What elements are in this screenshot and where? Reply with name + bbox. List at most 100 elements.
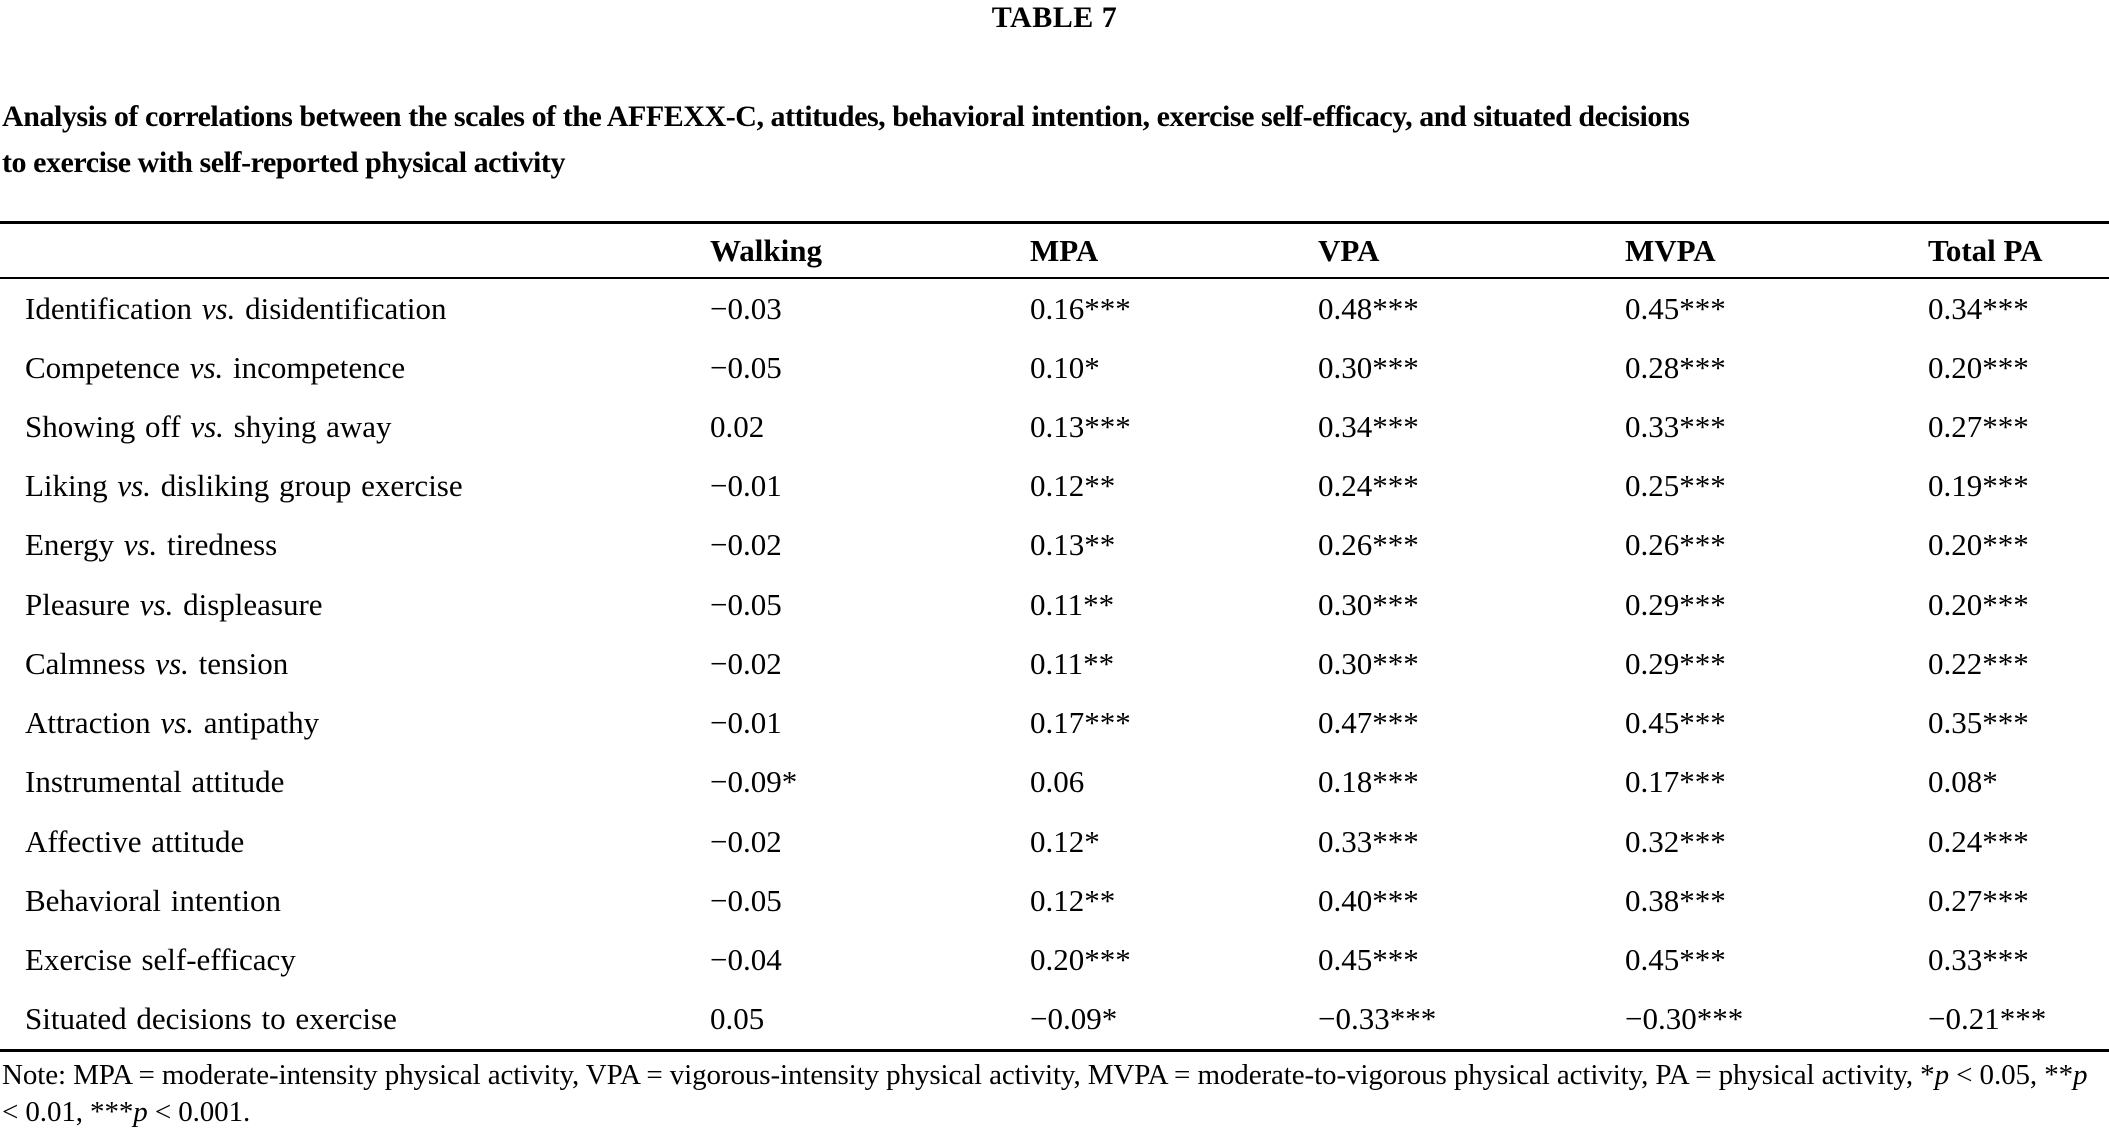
value-cell: 0.10* bbox=[1030, 349, 1100, 385]
row-label: Instrumental attitude bbox=[0, 764, 710, 800]
row-label: Pleasure vs. displeasure bbox=[0, 587, 710, 623]
caption-line: to exercise with self-reported physical … bbox=[2, 146, 565, 179]
value-cell: 0.30*** bbox=[1318, 645, 1419, 681]
row-label-text: Affective attitude bbox=[25, 823, 245, 859]
value-cell: 0.02 bbox=[710, 409, 765, 445]
value-cell: −0.09* bbox=[1030, 1001, 1118, 1037]
value-cell: 0.28*** bbox=[1625, 349, 1726, 385]
value-cell: −0.01 bbox=[710, 705, 782, 741]
row-label: Calmness vs. tension bbox=[0, 646, 710, 682]
value-cell: 0.30*** bbox=[1318, 349, 1419, 385]
row-label-text: incompetence bbox=[223, 349, 406, 385]
row-label-text: disidentification bbox=[235, 290, 447, 326]
table-row: Affective attitude −0.02 0.12* 0.33*** 0.32*… bbox=[0, 812, 2109, 871]
row-label-text: displeasure bbox=[173, 586, 323, 622]
value-cell: 0.40*** bbox=[1318, 882, 1419, 918]
row-label-text: antipathy bbox=[194, 705, 320, 741]
table-note: Note: MPA = moderate-intensity physical … bbox=[2, 1057, 2108, 1131]
column-header: MVPA bbox=[1625, 232, 1716, 268]
column-header: VPA bbox=[1318, 232, 1380, 268]
value-cell: 0.32*** bbox=[1625, 823, 1726, 859]
table-row: Identification vs. disidentification −0.0… bbox=[0, 279, 2109, 338]
value-cell: 0.20*** bbox=[1928, 527, 2029, 563]
row-label-italic: vs. bbox=[190, 409, 224, 445]
caption-line: Analysis of correlations between the sca… bbox=[2, 100, 1690, 133]
table-row: Situated decisions to exercise 0.05 −0.09*… bbox=[0, 990, 2109, 1049]
row-label-text: Pleasure bbox=[25, 586, 140, 622]
row-label-italic: vs. bbox=[201, 290, 236, 326]
value-cell: 0.35*** bbox=[1928, 705, 2029, 741]
table-row: Attraction vs. antipathy −0.01 0.17*** 0.47… bbox=[0, 694, 2109, 753]
value-cell: −0.03 bbox=[710, 290, 782, 326]
value-cell: 0.12** bbox=[1030, 468, 1116, 504]
row-label-text: disliking group exercise bbox=[151, 468, 463, 504]
row-label-text: Exercise self-efficacy bbox=[25, 942, 296, 978]
value-cell: 0.17*** bbox=[1030, 705, 1131, 741]
row-label-italic: vs. bbox=[123, 527, 158, 563]
value-cell: 0.13*** bbox=[1030, 409, 1131, 445]
row-label: Behavioral intention bbox=[0, 883, 710, 919]
value-cell: 0.20*** bbox=[1928, 349, 2029, 385]
row-label: Exercise self-efficacy bbox=[0, 942, 710, 978]
table-row: Competence vs. incompetence −0.05 0.10* 0.3… bbox=[0, 338, 2109, 397]
value-cell: −0.02 bbox=[710, 645, 782, 681]
table-caption: Analysis of correlations between the sca… bbox=[2, 94, 2108, 186]
row-label-text: Showing off bbox=[25, 409, 191, 445]
row-label-text: Competence bbox=[25, 349, 190, 385]
value-cell: 0.11** bbox=[1030, 645, 1115, 681]
value-cell: 0.18*** bbox=[1318, 764, 1419, 800]
value-cell: −0.33*** bbox=[1318, 1001, 1437, 1037]
value-cell: −0.01 bbox=[710, 468, 782, 504]
row-label: Competence vs. incompetence bbox=[0, 350, 710, 386]
row-label-italic: vs. bbox=[117, 468, 151, 504]
value-cell: 0.12** bbox=[1030, 882, 1116, 918]
row-label-text: Situated decisions to exercise bbox=[25, 1001, 397, 1037]
value-cell: 0.27*** bbox=[1928, 409, 2029, 445]
value-cell: 0.48*** bbox=[1318, 290, 1419, 326]
value-cell: −0.02 bbox=[710, 823, 782, 859]
value-cell: 0.27*** bbox=[1928, 882, 2029, 918]
value-cell: 0.24*** bbox=[1928, 823, 2029, 859]
value-cell: −0.30*** bbox=[1625, 1001, 1744, 1037]
value-cell: 0.47*** bbox=[1318, 705, 1419, 741]
value-cell: −0.05 bbox=[710, 349, 782, 385]
note-italic: p bbox=[133, 1096, 148, 1128]
column-header: MPA bbox=[1030, 232, 1099, 268]
value-cell: 0.11** bbox=[1030, 586, 1115, 622]
row-label-text: Identification bbox=[25, 290, 202, 326]
value-cell: 0.30*** bbox=[1318, 586, 1419, 622]
table-row: Instrumental attitude −0.09* 0.06 0.18*** 0.… bbox=[0, 753, 2109, 812]
row-label: Showing off vs. shying away bbox=[0, 409, 710, 445]
note-text: < 0.05, ** bbox=[1948, 1059, 2073, 1091]
value-cell: 0.26*** bbox=[1625, 527, 1726, 563]
value-cell: 0.20*** bbox=[1928, 586, 2029, 622]
value-cell: −0.21*** bbox=[1928, 1001, 2047, 1037]
value-cell: 0.12* bbox=[1030, 823, 1100, 859]
table-row: Exercise self-efficacy −0.04 0.20*** 0.45**… bbox=[0, 930, 2109, 989]
value-cell: 0.20*** bbox=[1030, 942, 1131, 978]
value-cell: 0.29*** bbox=[1625, 645, 1726, 681]
row-label-italic: vs. bbox=[139, 586, 174, 622]
row-label-text: Energy bbox=[25, 527, 124, 563]
table-body: Identification vs. disidentification −0.0… bbox=[0, 279, 2109, 1052]
value-cell: 0.38*** bbox=[1625, 882, 1726, 918]
value-cell: 0.45*** bbox=[1318, 942, 1419, 978]
value-cell: 0.33*** bbox=[1625, 409, 1726, 445]
row-label: Affective attitude bbox=[0, 824, 710, 860]
table-row: Calmness vs. tension −0.02 0.11** 0.30*** 0.… bbox=[0, 634, 2109, 693]
note-text: Note: MPA = moderate-intensity physical … bbox=[2, 1059, 1935, 1091]
value-cell: −0.05 bbox=[710, 882, 782, 918]
value-cell: −0.02 bbox=[710, 527, 782, 563]
table-row: Behavioral intention −0.05 0.12** 0.40*** 0.… bbox=[0, 871, 2109, 930]
value-cell: 0.05 bbox=[710, 1001, 765, 1037]
table-row: Showing off vs. shying away 0.02 0.13*** 0.… bbox=[0, 397, 2109, 456]
value-cell: 0.33*** bbox=[1928, 942, 2029, 978]
table-number: TABLE 7 bbox=[991, 1, 1118, 34]
note-text: < 0.001. bbox=[147, 1096, 251, 1128]
value-cell: 0.45*** bbox=[1625, 290, 1726, 326]
row-label: Energy vs. tiredness bbox=[0, 527, 710, 563]
table-header-row: Walking MPA VPA MVPA Total PA bbox=[0, 221, 2109, 279]
value-cell: 0.06 bbox=[1030, 764, 1085, 800]
value-cell: 0.33*** bbox=[1318, 823, 1419, 859]
value-cell: 0.08* bbox=[1928, 764, 1998, 800]
